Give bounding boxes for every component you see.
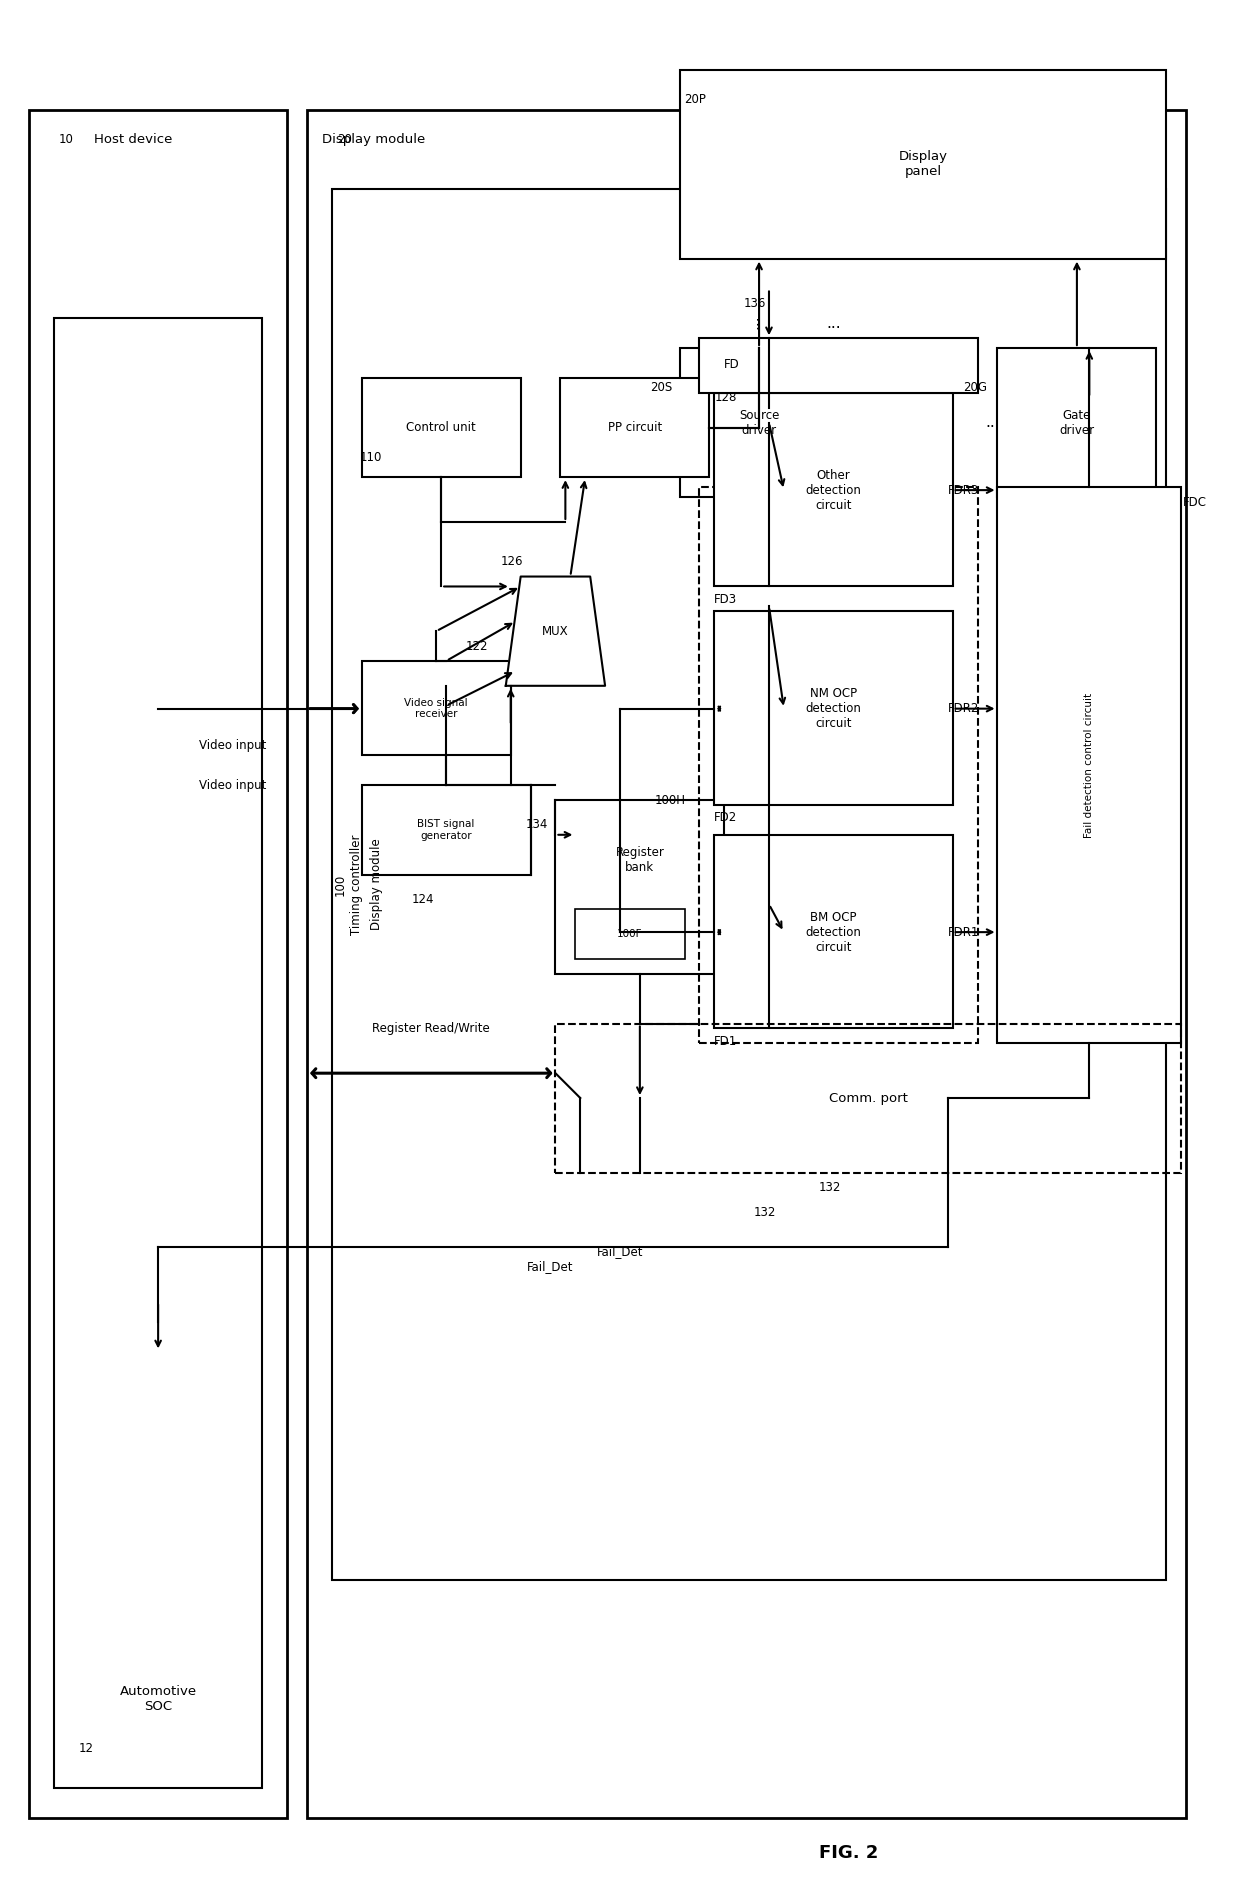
Text: FD3: FD3 xyxy=(714,592,738,605)
FancyBboxPatch shape xyxy=(714,611,952,805)
Text: 20G: 20G xyxy=(962,381,987,394)
Text: Display
panel: Display panel xyxy=(899,150,947,179)
FancyBboxPatch shape xyxy=(308,110,1187,1818)
Text: Fail detection control circuit: Fail detection control circuit xyxy=(1084,693,1095,838)
Text: Control unit: Control unit xyxy=(407,421,476,434)
Text: BM OCP
detection
circuit: BM OCP detection circuit xyxy=(806,910,862,954)
Text: 100: 100 xyxy=(334,874,346,895)
Text: 100H: 100H xyxy=(655,794,686,807)
Text: 126: 126 xyxy=(501,556,523,567)
Text: 124: 124 xyxy=(412,893,434,906)
FancyBboxPatch shape xyxy=(362,784,531,874)
FancyBboxPatch shape xyxy=(997,487,1182,1043)
Text: FIG. 2: FIG. 2 xyxy=(818,1843,878,1862)
FancyBboxPatch shape xyxy=(680,70,1167,259)
Text: 122: 122 xyxy=(466,640,489,653)
Text: BIST signal
generator: BIST signal generator xyxy=(418,819,475,842)
FancyBboxPatch shape xyxy=(362,661,511,756)
Text: 20: 20 xyxy=(337,133,352,147)
Text: FD1: FD1 xyxy=(714,1036,738,1047)
Text: 110: 110 xyxy=(360,451,382,465)
Text: Gate
driver: Gate driver xyxy=(1059,409,1095,436)
Text: Display module: Display module xyxy=(371,838,383,931)
Text: Comm. port: Comm. port xyxy=(828,1091,908,1104)
FancyBboxPatch shape xyxy=(362,377,521,478)
Text: 100F: 100F xyxy=(618,929,642,939)
Text: ...: ... xyxy=(826,316,841,331)
Text: FDR1: FDR1 xyxy=(949,925,980,939)
Text: Display module: Display module xyxy=(322,133,425,147)
Text: Other
detection
circuit: Other detection circuit xyxy=(806,468,862,512)
Text: FDR3: FDR3 xyxy=(949,484,980,497)
Text: FD2: FD2 xyxy=(714,811,738,824)
FancyBboxPatch shape xyxy=(29,110,288,1818)
Text: Host device: Host device xyxy=(94,133,172,147)
Text: Video signal
receiver: Video signal receiver xyxy=(404,699,467,720)
Text: Video input: Video input xyxy=(198,739,267,752)
Text: Register
bank: Register bank xyxy=(615,845,665,874)
Text: 128: 128 xyxy=(714,390,737,404)
FancyBboxPatch shape xyxy=(560,377,709,478)
Text: FDR2: FDR2 xyxy=(949,703,980,716)
Text: Automotive
SOC: Automotive SOC xyxy=(119,1685,197,1714)
Text: 10: 10 xyxy=(58,133,73,147)
Text: 132: 132 xyxy=(754,1205,776,1219)
FancyBboxPatch shape xyxy=(714,834,952,1028)
Text: FDC: FDC xyxy=(1183,495,1208,508)
Text: Register Read/Write: Register Read/Write xyxy=(372,1022,490,1036)
FancyBboxPatch shape xyxy=(53,318,263,1788)
Text: Fail_Det: Fail_Det xyxy=(596,1245,644,1259)
Text: Source
driver: Source driver xyxy=(739,409,779,436)
Text: 136: 136 xyxy=(744,297,766,310)
FancyBboxPatch shape xyxy=(332,188,1167,1580)
Text: Fail_Det: Fail_Det xyxy=(527,1260,574,1274)
Text: ...: ... xyxy=(746,314,761,329)
FancyBboxPatch shape xyxy=(714,392,952,586)
Text: NM OCP
detection
circuit: NM OCP detection circuit xyxy=(806,687,862,729)
Text: 20S: 20S xyxy=(650,381,672,394)
FancyBboxPatch shape xyxy=(997,348,1157,497)
Text: Timing controller: Timing controller xyxy=(350,834,363,935)
Text: FD: FD xyxy=(724,358,740,371)
Text: ...: ... xyxy=(985,415,999,430)
Text: PP circuit: PP circuit xyxy=(608,421,662,434)
Polygon shape xyxy=(506,577,605,685)
Text: 12: 12 xyxy=(78,1742,94,1755)
Text: 134: 134 xyxy=(526,819,548,832)
FancyBboxPatch shape xyxy=(680,348,838,497)
Text: 132: 132 xyxy=(818,1180,841,1194)
FancyBboxPatch shape xyxy=(699,339,977,392)
FancyBboxPatch shape xyxy=(556,800,724,973)
Text: MUX: MUX xyxy=(542,625,569,638)
Text: 20P: 20P xyxy=(684,93,707,107)
Text: Video input: Video input xyxy=(198,779,267,792)
FancyBboxPatch shape xyxy=(575,910,684,960)
